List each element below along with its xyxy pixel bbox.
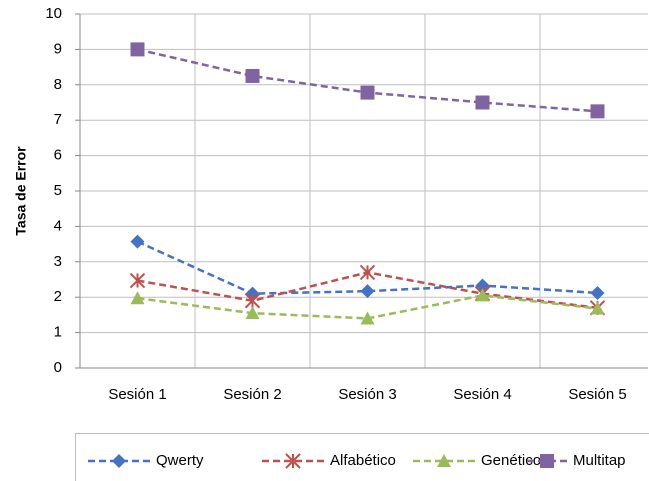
x-tick-label: Sesión 5	[568, 386, 626, 403]
marker	[112, 454, 126, 468]
y-tick-label: 10	[45, 5, 62, 22]
marker	[360, 311, 375, 325]
y-axis-label: Tasa de Error	[13, 146, 29, 236]
y-tick-label: 3	[54, 253, 62, 270]
x-tick-label: Sesión 2	[223, 386, 281, 403]
legend-box	[75, 433, 649, 481]
marker	[590, 301, 605, 315]
marker	[130, 234, 145, 249]
marker	[475, 288, 490, 302]
y-tick-label: 8	[54, 76, 62, 93]
y-tick-label: 0	[54, 359, 62, 376]
x-tick-label: Sesión 1	[108, 386, 166, 403]
y-tick-label: 6	[54, 147, 62, 164]
y-tick-label: 1	[54, 324, 62, 341]
marker	[130, 291, 145, 305]
marker	[245, 68, 260, 83]
marker	[590, 104, 605, 119]
x-tick-label: Sesión 3	[338, 386, 396, 403]
marker	[130, 42, 145, 57]
legend-label: Multitap	[573, 452, 626, 469]
y-tick-label: 9	[54, 40, 62, 57]
y-tick-label: 4	[54, 217, 62, 234]
marker	[475, 95, 490, 110]
marker	[129, 272, 146, 289]
y-tick-label: 7	[54, 111, 62, 128]
x-tick-label: Sesión 4	[453, 386, 511, 403]
marker	[285, 453, 301, 469]
marker	[360, 85, 375, 100]
marker	[244, 293, 261, 309]
marker	[540, 454, 554, 468]
marker	[245, 306, 260, 320]
series-line	[137, 48, 598, 113]
y-tick-label: 2	[54, 288, 62, 305]
legend-label: Alfabético	[330, 452, 396, 469]
marker	[359, 264, 376, 281]
marker	[437, 454, 451, 467]
y-tick-label: 5	[54, 182, 62, 199]
legend-label: Qwerty	[156, 452, 204, 469]
marker	[590, 285, 605, 300]
marker	[360, 284, 375, 299]
legend-label: Genético	[481, 452, 541, 469]
